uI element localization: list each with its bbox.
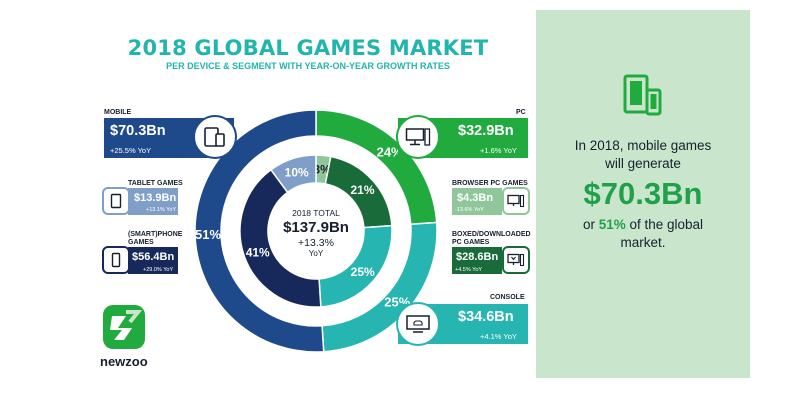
smartphone-value: $56.4Bn [132,251,175,263]
browser-icon [507,194,525,208]
mobile-value: $70.3Bn [110,123,166,139]
center-total: 2018 TOTAL $137.9Bn +13.3% YoY [268,208,364,258]
smartphone-yoy: +29.0% YoY [143,267,174,273]
donut-hole [268,183,364,279]
panel-line3-pct: 51% [598,217,626,232]
tablet-yoy: +13.1% YoY [146,207,177,213]
tablet-card: $13.9Bn [128,188,178,215]
phone-icon [111,252,121,268]
inner-ring-label-0: 3% [313,162,331,176]
console-icon-badge [396,302,440,346]
mobile-label: MOBILE [104,109,132,116]
boxed-pc-yoy: +4.5% YoY [455,267,483,273]
panel-line4: market. [620,235,666,250]
smartphone-label-line2: GAMES [128,239,154,246]
outer-ring-label-0: 24% [377,145,403,160]
pc-label: PC [516,109,526,116]
smartphone-icon-badge [102,246,130,274]
outer-ring-slice-2 [194,109,325,353]
pc-icon-badge [396,115,440,159]
brand-name: newzoo [100,354,148,369]
tablet-phone-icon [204,127,225,147]
panel-line3-pre: or [582,217,599,232]
panel-big-value: $70.3Bn [583,176,703,211]
center-total-growth-unit: YoY [308,249,324,258]
boxed-pc-label: BOXED/DOWNLOADED PC GAMES [452,231,531,247]
console-label: CONSOLE [490,294,525,301]
panel-line1: In 2018, mobile games [574,138,712,153]
center-total-value: $137.9Bn [283,219,349,236]
mobile-yoy: +25.5% YoY [110,146,152,155]
center-total-label: 2018 TOTAL [292,208,340,218]
browser-pc-card: $4.3Bn [452,188,502,215]
panel-line2: will generate [605,156,681,171]
mobile-highlight-panel [536,10,750,378]
mobile-icon-badge [193,115,237,159]
inner-ring-label-4: 10% [285,165,309,179]
browser-pc-icon-badge [502,187,530,215]
console-icon [406,315,430,333]
chart-title: 2018 GLOBAL GAMES MARKET [127,36,489,60]
tablet-icon [110,193,122,209]
inner-ring-label-2: 25% [351,265,375,279]
panel-line3-post: of the global [625,217,704,232]
tablet-value: $13.9Bn [134,192,177,204]
mobile-devices-icon [623,74,662,116]
smartphone-card: $56.4Bn [128,247,178,274]
panel-line3: or 51% of the global [548,217,738,232]
download-icon [507,253,525,267]
desktop-icon [405,128,431,146]
inner-ring-label-3: 41% [246,245,270,259]
boxed-pc-card: $28.6Bn [452,247,502,274]
smartphone-label-line1: (SMART)PHONE [128,231,183,238]
outer-ring-label-2: 51% [195,227,221,242]
boxed-pc-label-line2: PC GAMES [452,239,490,246]
newzoo-logo [103,305,145,349]
inner-ring-label-1: 21% [350,183,374,197]
tablet-icon-badge [102,187,130,215]
console-yoy: +4.1% YoY [480,332,517,341]
pc-value: $32.9Bn [458,123,514,139]
browser-pc-label: BROWSER PC GAMES [452,180,528,187]
boxed-pc-label-line1: BOXED/DOWNLOADED [452,231,531,238]
boxed-pc-icon-badge [502,246,530,274]
tablet-label: TABLET GAMES [128,180,183,187]
pc-yoy: +1.6% YoY [480,146,517,155]
chart-subtitle: PER DEVICE & SEGMENT WITH YEAR-ON-YEAR G… [166,61,450,71]
smartphone-label: (SMART)PHONE GAMES [128,231,182,247]
center-total-growth: +13.3% [298,237,334,249]
browser-pc-value: $4.3Bn [457,192,494,204]
boxed-pc-value: $28.6Bn [456,251,499,263]
console-value: $34.6Bn [458,309,514,325]
browser-pc-yoy: -13.6% YoY [455,207,484,213]
